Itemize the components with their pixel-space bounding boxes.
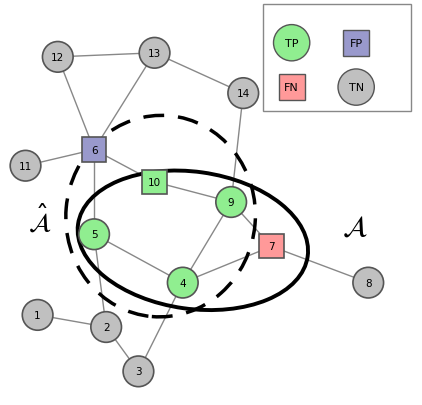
Circle shape [273, 26, 310, 62]
Text: 10: 10 [148, 177, 161, 188]
FancyBboxPatch shape [260, 234, 284, 259]
Text: 1: 1 [34, 310, 41, 320]
Circle shape [91, 312, 122, 343]
Text: 12: 12 [51, 53, 65, 63]
FancyBboxPatch shape [263, 5, 411, 112]
Text: 6: 6 [91, 145, 97, 155]
Text: FN: FN [284, 83, 299, 93]
Circle shape [43, 43, 73, 73]
Circle shape [338, 70, 374, 106]
Circle shape [228, 79, 259, 109]
Text: FP: FP [349, 38, 363, 49]
FancyBboxPatch shape [343, 31, 369, 56]
Text: 2: 2 [103, 322, 109, 332]
Text: 8: 8 [365, 278, 371, 288]
Circle shape [353, 268, 384, 298]
FancyBboxPatch shape [143, 171, 167, 194]
Text: 3: 3 [135, 367, 142, 376]
Text: $\mathcal{A}$: $\mathcal{A}$ [342, 213, 368, 241]
Text: TN: TN [349, 83, 364, 93]
Circle shape [139, 38, 170, 69]
Text: TP: TP [285, 38, 298, 49]
Text: 11: 11 [19, 161, 32, 171]
Text: 14: 14 [237, 89, 250, 99]
Text: 4: 4 [179, 278, 186, 288]
FancyBboxPatch shape [279, 75, 305, 101]
Circle shape [123, 356, 154, 387]
Text: 13: 13 [148, 49, 161, 59]
Circle shape [216, 187, 246, 218]
Circle shape [10, 151, 41, 181]
Circle shape [79, 220, 109, 250]
Circle shape [22, 300, 53, 330]
Text: $\hat{\mathcal{A}}$: $\hat{\mathcal{A}}$ [27, 204, 51, 237]
Text: 5: 5 [91, 230, 97, 240]
Text: 7: 7 [268, 242, 275, 252]
Circle shape [168, 268, 198, 298]
FancyBboxPatch shape [82, 138, 106, 162]
Text: 9: 9 [228, 198, 235, 207]
